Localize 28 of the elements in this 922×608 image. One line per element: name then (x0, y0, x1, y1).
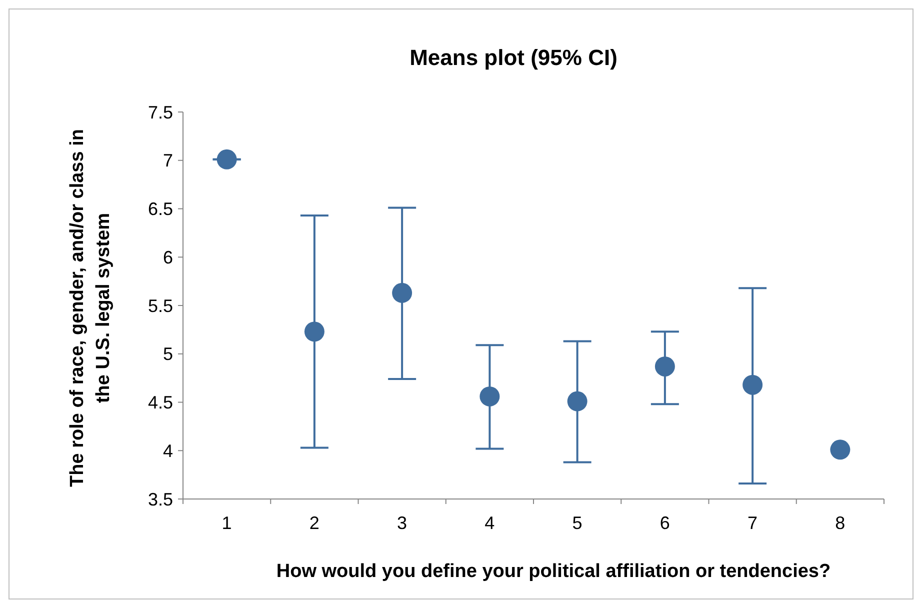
point (567, 391, 588, 412)
point (654, 356, 675, 376)
x-tick-label: 4 (484, 513, 495, 533)
y-tick-label: 5 (162, 344, 173, 364)
y-tick-label: 7.5 (148, 102, 173, 122)
point (304, 322, 324, 342)
x-tick-label: 8 (835, 513, 846, 533)
point (216, 149, 237, 170)
x-tick-label: 2 (309, 513, 320, 533)
point (392, 282, 412, 303)
y-tick-label: 5.5 (148, 296, 173, 316)
x-axis-title: How would you define your political affiliation or tendencies? (276, 561, 831, 582)
y-axis-title: The role of race, gender, and/or class in the U.S. legal system (66, 128, 115, 489)
y-tick-label: 4.5 (148, 392, 173, 413)
y-tick-label: 6.5 (148, 199, 173, 220)
x-tick-label: 7 (748, 513, 758, 533)
x-tick-label: 3 (397, 513, 408, 533)
point (742, 374, 763, 395)
y-tick-label: 6 (162, 247, 173, 268)
point (480, 386, 500, 406)
y-tick-label: 3.5 (148, 489, 173, 510)
x-tick-label: 1 (222, 513, 232, 533)
point (830, 440, 850, 460)
x-tick-label: 5 (572, 513, 582, 533)
y-tick-label: 4 (162, 440, 173, 461)
y-tick-label: 7 (162, 150, 173, 171)
chart-title: Means plot (95% CI) (410, 45, 618, 70)
x-tick-label: 6 (660, 513, 670, 533)
